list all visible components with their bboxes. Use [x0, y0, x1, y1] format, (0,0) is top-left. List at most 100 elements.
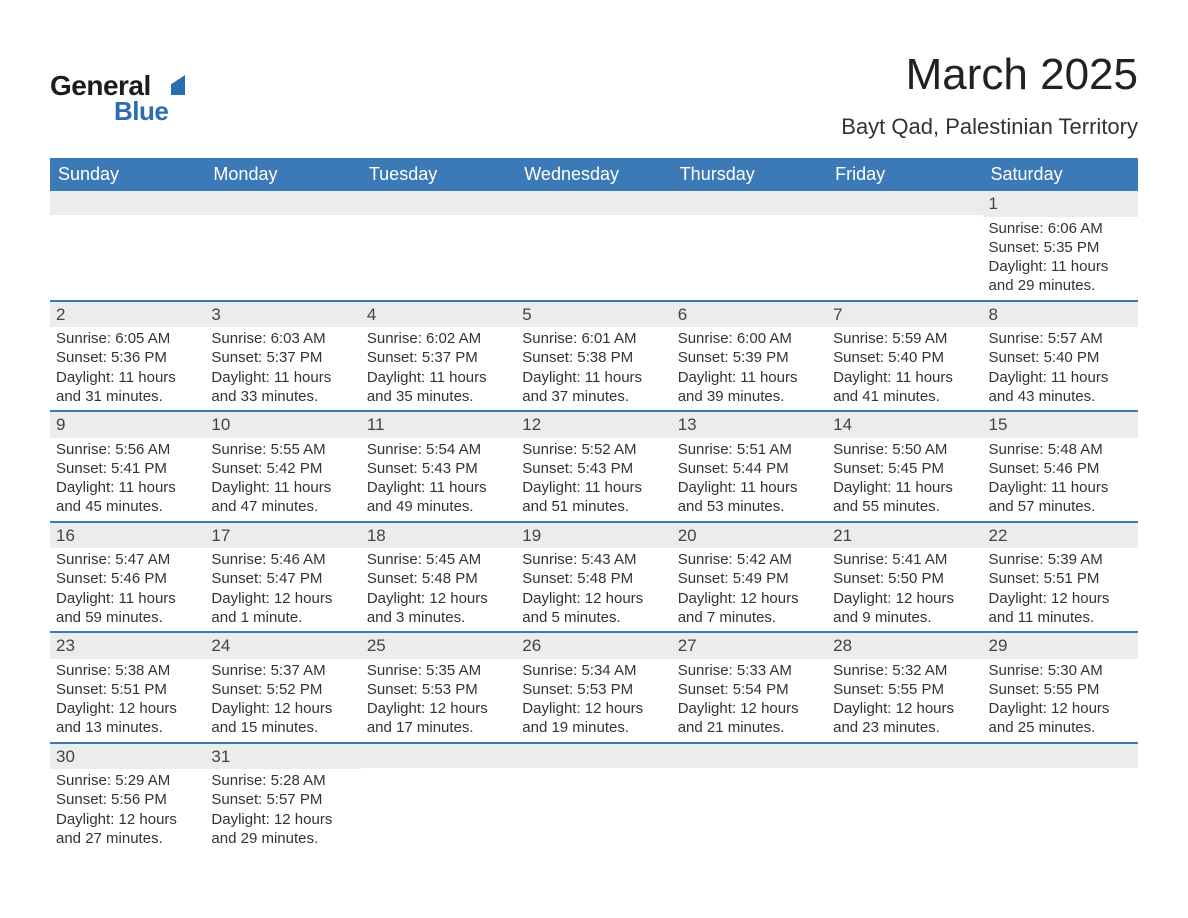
sunrise-text: Sunrise: 5:42 AM: [678, 550, 821, 569]
day-number: 9: [50, 412, 205, 438]
sunset-text: Sunset: 5:36 PM: [56, 348, 199, 367]
sunset-text: Sunset: 5:43 PM: [522, 459, 665, 478]
sunrise-text: Sunrise: 5:43 AM: [522, 550, 665, 569]
day-number: [205, 191, 360, 215]
sunrise-text: Sunrise: 6:05 AM: [56, 329, 199, 348]
day-number: [361, 744, 516, 768]
day-number: 4: [361, 302, 516, 328]
day-body: Sunrise: 5:47 AMSunset: 5:46 PMDaylight:…: [56, 550, 199, 627]
daylight-text: Daylight: 12 hours and 3 minutes.: [367, 589, 510, 627]
day-number: [672, 744, 827, 768]
day-cell: 24Sunrise: 5:37 AMSunset: 5:52 PMDayligh…: [205, 633, 360, 742]
month-title: March 2025: [841, 50, 1138, 100]
sunrise-text: Sunrise: 5:50 AM: [833, 440, 976, 459]
sunset-text: Sunset: 5:37 PM: [367, 348, 510, 367]
calendar: Sunday Monday Tuesday Wednesday Thursday…: [50, 158, 1138, 852]
sunrise-text: Sunrise: 5:35 AM: [367, 661, 510, 680]
sunrise-text: Sunrise: 5:38 AM: [56, 661, 199, 680]
day-cell: 20Sunrise: 5:42 AMSunset: 5:49 PMDayligh…: [672, 523, 827, 632]
sunrise-text: Sunrise: 5:37 AM: [211, 661, 354, 680]
day-number: 28: [827, 633, 982, 659]
day-body: Sunrise: 5:45 AMSunset: 5:48 PMDaylight:…: [367, 550, 510, 627]
daylight-text: Daylight: 11 hours and 55 minutes.: [833, 478, 976, 516]
day-body: Sunrise: 6:05 AMSunset: 5:36 PMDaylight:…: [56, 329, 199, 406]
sunset-text: Sunset: 5:53 PM: [367, 680, 510, 699]
sunset-text: Sunset: 5:55 PM: [833, 680, 976, 699]
daylight-text: Daylight: 12 hours and 21 minutes.: [678, 699, 821, 737]
sunset-text: Sunset: 5:56 PM: [56, 790, 199, 809]
day-cell: 15Sunrise: 5:48 AMSunset: 5:46 PMDayligh…: [983, 412, 1138, 521]
day-number: [827, 191, 982, 215]
day-number: 5: [516, 302, 671, 328]
title-block: March 2025 Bayt Qad, Palestinian Territo…: [841, 50, 1138, 140]
location-text: Bayt Qad, Palestinian Territory: [841, 114, 1138, 140]
day-body: Sunrise: 5:57 AMSunset: 5:40 PMDaylight:…: [989, 329, 1132, 406]
sunrise-text: Sunrise: 6:00 AM: [678, 329, 821, 348]
day-cell: 29Sunrise: 5:30 AMSunset: 5:55 PMDayligh…: [983, 633, 1138, 742]
day-number: 26: [516, 633, 671, 659]
day-cell: 25Sunrise: 5:35 AMSunset: 5:53 PMDayligh…: [361, 633, 516, 742]
day-cell: 26Sunrise: 5:34 AMSunset: 5:53 PMDayligh…: [516, 633, 671, 742]
day-number: 14: [827, 412, 982, 438]
day-cell: [361, 744, 516, 853]
day-cell: [983, 744, 1138, 853]
day-cell: 9Sunrise: 5:56 AMSunset: 5:41 PMDaylight…: [50, 412, 205, 521]
day-body: Sunrise: 6:01 AMSunset: 5:38 PMDaylight:…: [522, 329, 665, 406]
day-number: [50, 191, 205, 215]
sunset-text: Sunset: 5:48 PM: [522, 569, 665, 588]
day-cell: 4Sunrise: 6:02 AMSunset: 5:37 PMDaylight…: [361, 302, 516, 411]
daylight-text: Daylight: 12 hours and 9 minutes.: [833, 589, 976, 627]
day-cell: 2Sunrise: 6:05 AMSunset: 5:36 PMDaylight…: [50, 302, 205, 411]
day-number: 3: [205, 302, 360, 328]
sunrise-text: Sunrise: 5:46 AM: [211, 550, 354, 569]
sunrise-text: Sunrise: 5:48 AM: [989, 440, 1132, 459]
day-number: 25: [361, 633, 516, 659]
sunrise-text: Sunrise: 5:34 AM: [522, 661, 665, 680]
sunrise-text: Sunrise: 5:39 AM: [989, 550, 1132, 569]
sunrise-text: Sunrise: 6:02 AM: [367, 329, 510, 348]
day-body: Sunrise: 5:35 AMSunset: 5:53 PMDaylight:…: [367, 661, 510, 738]
dow-thursday: Thursday: [672, 158, 827, 191]
day-cell: 1Sunrise: 6:06 AMSunset: 5:35 PMDaylight…: [983, 191, 1138, 300]
dow-saturday: Saturday: [983, 158, 1138, 191]
sunset-text: Sunset: 5:37 PM: [211, 348, 354, 367]
sunrise-text: Sunrise: 5:51 AM: [678, 440, 821, 459]
daylight-text: Daylight: 11 hours and 45 minutes.: [56, 478, 199, 516]
day-number: [516, 191, 671, 215]
week-row: 9Sunrise: 5:56 AMSunset: 5:41 PMDaylight…: [50, 410, 1138, 521]
daylight-text: Daylight: 12 hours and 15 minutes.: [211, 699, 354, 737]
day-body: Sunrise: 5:51 AMSunset: 5:44 PMDaylight:…: [678, 440, 821, 517]
day-of-week-header: Sunday Monday Tuesday Wednesday Thursday…: [50, 158, 1138, 191]
day-number: 29: [983, 633, 1138, 659]
daylight-text: Daylight: 11 hours and 43 minutes.: [989, 368, 1132, 406]
daylight-text: Daylight: 12 hours and 29 minutes.: [211, 810, 354, 848]
sunrise-text: Sunrise: 5:29 AM: [56, 771, 199, 790]
sunset-text: Sunset: 5:57 PM: [211, 790, 354, 809]
daylight-text: Daylight: 12 hours and 27 minutes.: [56, 810, 199, 848]
day-cell: 21Sunrise: 5:41 AMSunset: 5:50 PMDayligh…: [827, 523, 982, 632]
day-cell: 19Sunrise: 5:43 AMSunset: 5:48 PMDayligh…: [516, 523, 671, 632]
weeks-container: 1Sunrise: 6:06 AMSunset: 5:35 PMDaylight…: [50, 191, 1138, 852]
day-number: [827, 744, 982, 768]
day-number: 20: [672, 523, 827, 549]
daylight-text: Daylight: 12 hours and 5 minutes.: [522, 589, 665, 627]
day-number: 17: [205, 523, 360, 549]
day-number: 1: [983, 191, 1138, 217]
sunset-text: Sunset: 5:55 PM: [989, 680, 1132, 699]
sunrise-text: Sunrise: 6:01 AM: [522, 329, 665, 348]
daylight-text: Daylight: 12 hours and 7 minutes.: [678, 589, 821, 627]
day-number: 31: [205, 744, 360, 770]
day-body: Sunrise: 5:37 AMSunset: 5:52 PMDaylight:…: [211, 661, 354, 738]
sunrise-text: Sunrise: 5:41 AM: [833, 550, 976, 569]
sunrise-text: Sunrise: 5:59 AM: [833, 329, 976, 348]
sunrise-text: Sunrise: 6:06 AM: [989, 219, 1132, 238]
daylight-text: Daylight: 12 hours and 1 minute.: [211, 589, 354, 627]
day-number: [516, 744, 671, 768]
day-number: 6: [672, 302, 827, 328]
day-cell: [827, 191, 982, 300]
sunrise-text: Sunrise: 5:47 AM: [56, 550, 199, 569]
day-body: Sunrise: 5:56 AMSunset: 5:41 PMDaylight:…: [56, 440, 199, 517]
day-number: 11: [361, 412, 516, 438]
day-number: 8: [983, 302, 1138, 328]
day-number: 13: [672, 412, 827, 438]
